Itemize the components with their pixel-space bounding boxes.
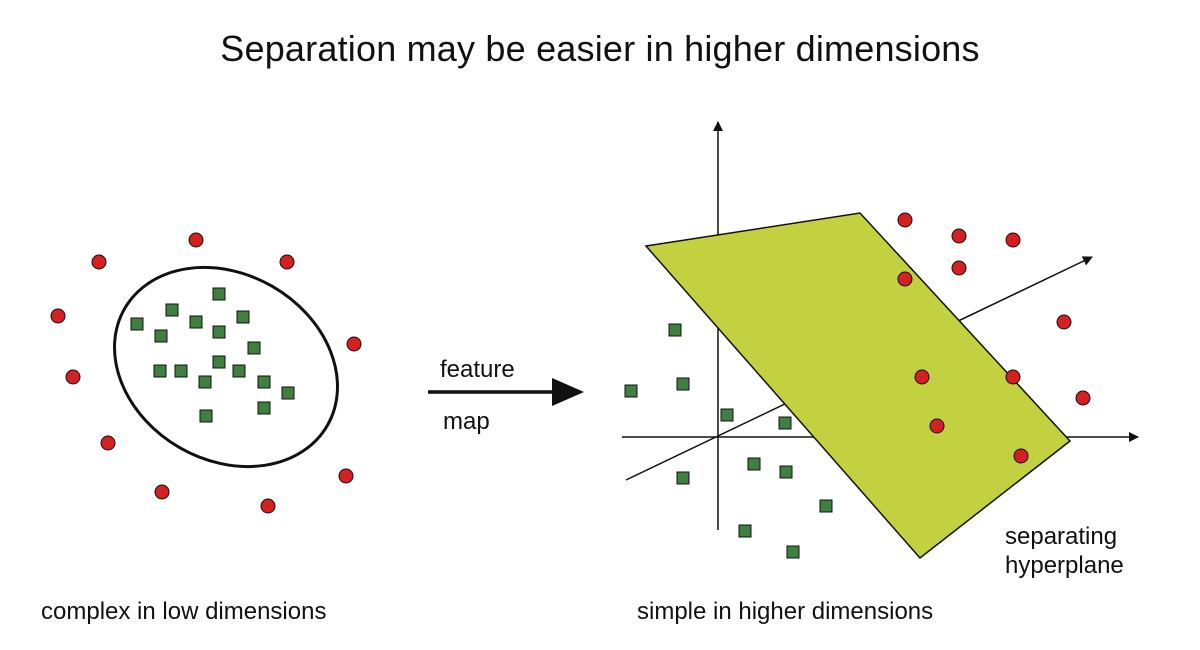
circle-point <box>338 468 354 484</box>
feature-map-arrow <box>428 378 584 406</box>
square-point <box>130 317 144 331</box>
right-square-points <box>624 323 833 559</box>
square-point <box>212 355 226 369</box>
left-circle-points <box>50 232 362 514</box>
circle-point <box>1075 390 1091 406</box>
square-point <box>257 375 271 389</box>
feature-label: feature <box>440 356 515 383</box>
square-point <box>281 386 295 400</box>
square-point <box>189 315 203 329</box>
circle-point <box>1005 232 1021 248</box>
square-point <box>676 471 690 485</box>
circle-point <box>897 271 913 287</box>
circle-point <box>65 369 81 385</box>
left-caption: complex in low dimensions <box>41 598 327 625</box>
right-caption: simple in higher dimensions <box>637 598 934 625</box>
right-circle-points <box>897 212 1091 464</box>
diagram-title: Separation may be easier in higher dimen… <box>220 28 980 69</box>
square-point <box>720 408 734 422</box>
square-point <box>779 465 793 479</box>
circle-point <box>951 260 967 276</box>
square-point <box>212 325 226 339</box>
circle-point <box>260 498 276 514</box>
square-point <box>786 545 800 559</box>
square-point <box>624 384 638 398</box>
square-point <box>676 377 690 391</box>
circle-point <box>897 212 913 228</box>
circle-point <box>1013 448 1029 464</box>
circle-point <box>1005 369 1021 385</box>
circle-point <box>188 232 204 248</box>
separating-hyperplane <box>644 212 1072 560</box>
hyperplane-label-line2: hyperplane <box>1005 552 1124 579</box>
square-point <box>153 364 167 378</box>
square-point <box>154 329 168 343</box>
circle-point <box>346 336 362 352</box>
circle-point <box>279 254 295 270</box>
circle-point <box>929 418 945 434</box>
square-point <box>668 323 682 337</box>
square-point <box>212 287 226 301</box>
circle-point <box>91 254 107 270</box>
circle-point <box>951 228 967 244</box>
square-point <box>232 364 246 378</box>
hyperplane-label-line1: separating <box>1005 523 1118 550</box>
map-label: map <box>443 408 490 435</box>
square-point <box>199 409 213 423</box>
square-point <box>819 499 833 513</box>
square-point <box>747 457 761 471</box>
square-point <box>247 341 261 355</box>
circle-point <box>154 484 170 500</box>
square-point <box>198 375 212 389</box>
left-panel <box>50 232 362 514</box>
square-point <box>236 310 250 324</box>
square-point <box>738 524 752 538</box>
right-panel <box>622 121 1139 560</box>
circle-point <box>1056 314 1072 330</box>
hyperplane-label: separating hyperplane <box>1005 522 1185 580</box>
circle-point <box>100 435 116 451</box>
circle-point <box>50 308 66 324</box>
circle-point <box>914 369 930 385</box>
square-point <box>165 303 179 317</box>
square-point <box>778 416 792 430</box>
square-point <box>174 364 188 378</box>
decision-boundary-ellipse <box>113 265 339 469</box>
left-square-points <box>130 287 295 423</box>
square-point <box>257 401 271 415</box>
